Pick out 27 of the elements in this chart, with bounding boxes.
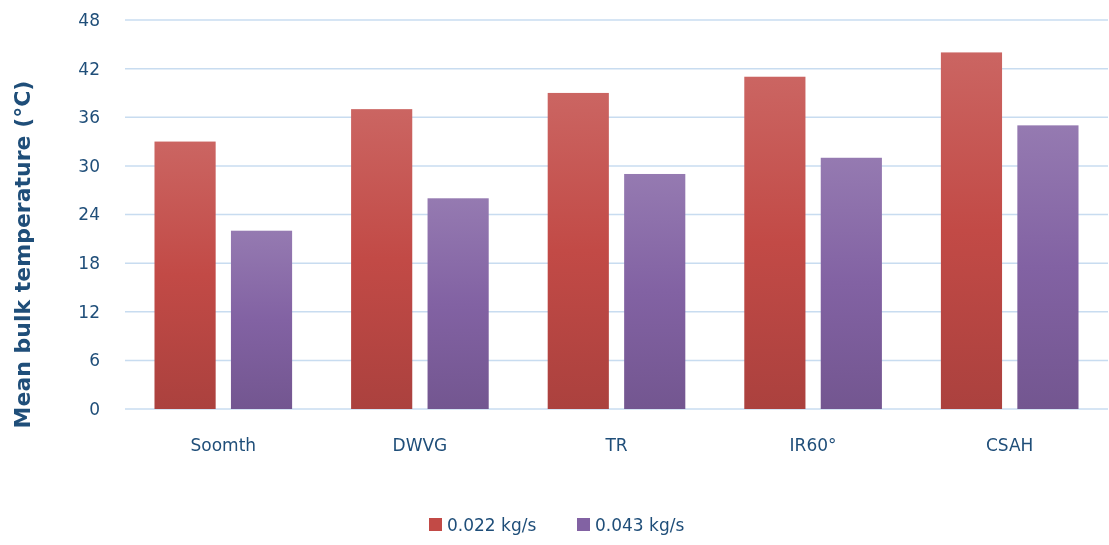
- y-tick-label: 42: [78, 58, 100, 79]
- bar: [351, 109, 413, 409]
- x-tick-label: DWVG: [392, 434, 448, 455]
- bar: [1017, 125, 1079, 409]
- legend-label: 0.043 kg/s: [595, 514, 685, 535]
- y-tick-label: 36: [78, 107, 100, 128]
- y-tick-label: 24: [78, 204, 100, 225]
- y-tick-label: 30: [78, 155, 100, 176]
- y-tick-label: 12: [78, 301, 100, 322]
- bar: [154, 141, 216, 409]
- bar: [230, 230, 293, 409]
- y-axis-title: Mean bulk temperature (°C): [10, 80, 35, 429]
- y-tick-label: 18: [78, 253, 100, 274]
- x-tick-label: TR: [604, 434, 628, 455]
- legend-label: 0.022 kg/s: [447, 514, 537, 535]
- y-tick-label: 0: [89, 398, 100, 419]
- bar: [820, 157, 882, 409]
- x-tick-label: IR60°: [789, 434, 837, 455]
- y-tick-label: 6: [89, 350, 100, 371]
- bar: [744, 76, 806, 409]
- bar: [427, 198, 489, 409]
- x-tick-label: CSAH: [986, 434, 1034, 455]
- bar: [940, 52, 1003, 409]
- x-tick-label: Soomth: [190, 434, 257, 455]
- y-tick-label: 48: [78, 9, 100, 30]
- bar: [624, 173, 686, 409]
- bar: [547, 92, 609, 409]
